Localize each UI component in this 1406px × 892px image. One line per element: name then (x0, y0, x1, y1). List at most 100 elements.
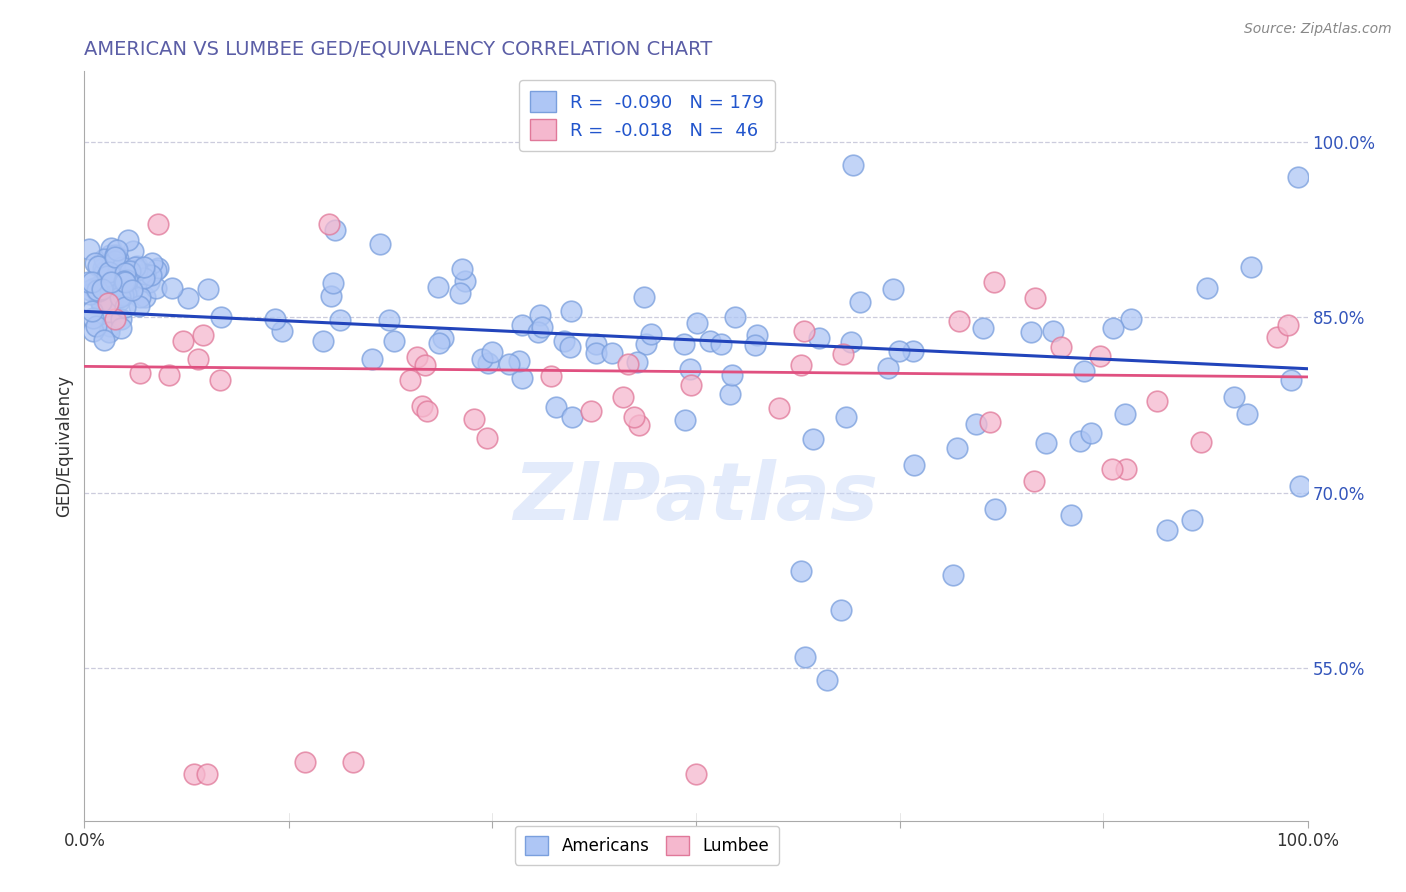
Point (361, 351, 384, 366)
Point (946, 441, 969, 455)
Point (122, 244, 145, 258)
Point (91, 282, 114, 296)
Point (100, 306, 122, 320)
Point (139, 268, 162, 282)
Point (948, 314, 970, 328)
Point (942, 567, 965, 582)
Point (134, 267, 156, 281)
Point (146, 217, 169, 231)
Point (1114, 407, 1136, 421)
Point (98, 248, 121, 262)
Point (561, 410, 583, 425)
Point (626, 355, 648, 369)
Point (177, 291, 200, 305)
Point (413, 358, 436, 372)
Point (141, 255, 163, 269)
Point (1119, 312, 1142, 326)
Point (1277, 318, 1299, 332)
Point (634, 336, 657, 351)
Y-axis label: GED/Equivalency: GED/Equivalency (55, 375, 73, 517)
Point (965, 417, 987, 432)
Point (681, 377, 703, 392)
Point (97, 296, 120, 310)
Point (876, 360, 898, 375)
Point (138, 276, 160, 290)
Point (508, 354, 530, 368)
Point (807, 331, 830, 345)
Point (183, 766, 205, 781)
Point (197, 283, 219, 297)
Point (114, 285, 136, 300)
Point (112, 274, 135, 288)
Point (602, 346, 624, 360)
Point (1049, 340, 1071, 354)
Point (979, 415, 1001, 429)
Point (83, 255, 105, 269)
Point (1146, 394, 1168, 409)
Point (983, 501, 1005, 516)
Point (527, 325, 550, 339)
Point (342, 755, 364, 769)
Point (115, 272, 138, 286)
Point (1222, 391, 1244, 405)
Point (87, 287, 110, 301)
Point (318, 217, 340, 231)
Point (77, 242, 100, 256)
Point (90, 295, 112, 310)
Point (114, 266, 136, 280)
Point (83, 281, 105, 295)
Point (529, 308, 551, 322)
Point (1279, 373, 1302, 387)
Point (1195, 281, 1218, 295)
Point (105, 243, 128, 257)
Point (449, 285, 471, 300)
Point (450, 262, 472, 277)
Point (100, 241, 122, 255)
Point (830, 603, 852, 617)
Point (686, 316, 709, 330)
Point (93, 265, 115, 279)
Point (101, 257, 124, 271)
Point (832, 347, 855, 361)
Point (90, 292, 112, 306)
Point (110, 264, 132, 278)
Point (744, 338, 766, 352)
Point (111, 288, 134, 302)
Point (110, 269, 132, 284)
Point (411, 399, 433, 413)
Point (640, 327, 662, 342)
Point (209, 373, 232, 387)
Point (382, 334, 405, 348)
Point (111, 260, 134, 275)
Point (416, 403, 439, 417)
Point (87, 282, 110, 296)
Point (849, 294, 872, 309)
Point (103, 248, 125, 262)
Point (454, 274, 477, 288)
Point (89, 285, 111, 299)
Point (585, 345, 607, 359)
Point (97, 325, 120, 339)
Point (89, 289, 111, 303)
Point (1080, 425, 1102, 440)
Point (1286, 169, 1309, 184)
Point (1101, 462, 1123, 476)
Point (107, 252, 129, 267)
Point (672, 337, 695, 351)
Point (128, 299, 150, 313)
Point (679, 361, 702, 376)
Point (322, 276, 344, 290)
Point (790, 564, 813, 578)
Point (127, 259, 149, 273)
Point (1240, 260, 1263, 274)
Point (368, 237, 391, 252)
Point (79, 283, 101, 297)
Point (768, 401, 790, 416)
Point (475, 431, 498, 445)
Point (1101, 320, 1123, 334)
Point (110, 321, 132, 335)
Point (121, 283, 143, 297)
Point (100, 276, 122, 290)
Point (105, 279, 128, 293)
Point (793, 324, 815, 338)
